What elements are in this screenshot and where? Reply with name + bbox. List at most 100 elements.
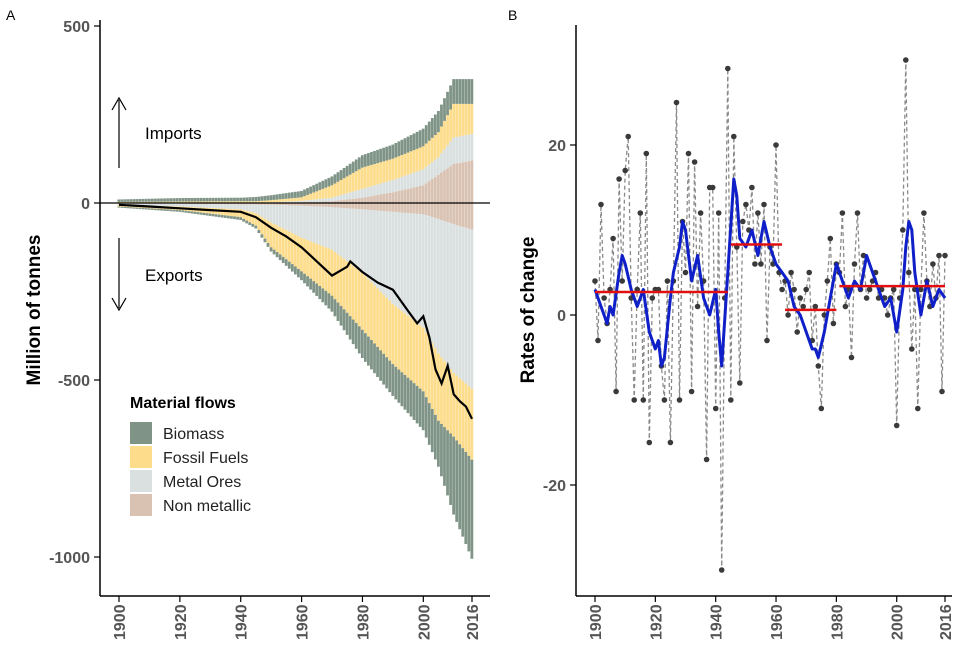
- export-bar-fossil-fuels: [230, 208, 233, 217]
- export-bar-metal-ores: [287, 205, 291, 232]
- import-bar-biomass: [312, 185, 316, 193]
- export-bar-biomass: [351, 319, 355, 345]
- export-bar-biomass: [132, 207, 136, 209]
- export-bar-metal-ores: [135, 203, 139, 206]
- import-bar-biomass: [254, 196, 258, 202]
- import-bar-fossil-fuels: [287, 198, 291, 202]
- export-bar-non-metallic: [461, 203, 465, 227]
- import-bar-fossil-fuels: [315, 191, 319, 200]
- export-bar-fossil-fuels: [443, 361, 446, 428]
- export-bar-non-metallic: [379, 203, 382, 211]
- export-bar-non-metallic: [409, 203, 413, 214]
- data-point: [715, 210, 722, 216]
- import-bar-biomass: [424, 125, 428, 144]
- export-bar-biomass: [217, 214, 221, 218]
- import-bar-fossil-fuels: [184, 201, 188, 203]
- import-bar-fossil-fuels: [242, 201, 246, 203]
- x-tick-label: 1900: [588, 604, 605, 640]
- data-point: [601, 295, 607, 301]
- export-bar-fossil-fuels: [418, 325, 422, 389]
- export-bar-metal-ores: [144, 203, 148, 206]
- import-bar-biomass: [233, 197, 236, 202]
- export-bar-fossil-fuels: [370, 282, 373, 341]
- export-bar-non-metallic: [345, 203, 349, 209]
- export-bar-non-metallic: [257, 203, 261, 205]
- import-bar-fossil-fuels: [467, 103, 471, 135]
- data-point: [649, 295, 656, 301]
- import-bar-non-metallic: [388, 192, 392, 203]
- import-bar-non-metallic: [443, 170, 446, 203]
- import-bar-fossil-fuels: [199, 201, 203, 203]
- import-bar-metal-ores: [415, 171, 419, 187]
- import-bar-non-metallic: [318, 201, 322, 203]
- export-bar-non-metallic: [427, 203, 431, 217]
- y-tick-label: 0: [557, 308, 566, 325]
- import-bar-biomass: [303, 189, 306, 197]
- export-bar-metal-ores: [382, 211, 386, 295]
- import-bar-metal-ores: [324, 198, 328, 202]
- import-bar-fossil-fuels: [245, 201, 249, 203]
- export-bar-non-metallic: [415, 203, 419, 214]
- export-bar-biomass: [418, 388, 422, 427]
- export-bar-metal-ores: [318, 206, 322, 245]
- import-bar-biomass: [348, 163, 352, 175]
- export-bar-biomass: [409, 380, 413, 417]
- import-bar-biomass: [269, 195, 273, 201]
- export-bar-biomass: [233, 216, 236, 220]
- export-bar-metal-ores: [440, 219, 443, 358]
- import-bar-non-metallic: [391, 192, 395, 203]
- import-bar-biomass: [351, 161, 355, 173]
- export-bar-fossil-fuels: [360, 273, 364, 330]
- x-tick-label: 1920: [173, 604, 190, 640]
- export-bar-fossil-fuels: [260, 216, 264, 235]
- export-bar-non-metallic: [412, 203, 416, 214]
- export-bar-metal-ores: [220, 204, 224, 209]
- export-bar-biomass: [424, 397, 428, 438]
- data-point: [743, 201, 749, 208]
- import-bar-fossil-fuels: [160, 201, 163, 203]
- import-bar-biomass: [251, 197, 255, 202]
- export-bar-non-metallic: [321, 203, 325, 207]
- panel-b-y-ticks: 20 0 -20: [543, 138, 576, 495]
- import-bar-metal-ores: [293, 201, 297, 203]
- export-bar-metal-ores: [275, 204, 279, 226]
- data-point: [815, 363, 822, 369]
- import-bar-biomass: [275, 194, 279, 200]
- export-bar-biomass: [169, 209, 172, 212]
- import-bar-fossil-fuels: [470, 103, 474, 134]
- import-bar-fossil-fuels: [239, 201, 242, 203]
- import-bar-biomass: [458, 79, 462, 104]
- import-bar-biomass: [470, 79, 474, 104]
- import-bar-metal-ores: [278, 201, 282, 203]
- data-point: [930, 261, 936, 267]
- import-bar-fossil-fuels: [175, 201, 179, 203]
- import-bar-fossil-fuels: [144, 201, 148, 203]
- export-bar-metal-ores: [117, 203, 121, 205]
- export-bar-biomass: [455, 440, 459, 522]
- export-bar-biomass: [339, 305, 343, 326]
- export-bar-fossil-fuels: [437, 353, 440, 421]
- export-bar-non-metallic: [373, 203, 376, 211]
- import-bar-non-metallic: [412, 187, 416, 203]
- export-bar-non-metallic: [440, 203, 443, 220]
- export-bar-biomass: [193, 211, 197, 214]
- import-bar-fossil-fuels: [421, 146, 425, 170]
- import-bar-fossil-fuels: [224, 201, 227, 203]
- export-bar-non-metallic: [269, 203, 273, 205]
- import-bar-fossil-fuels: [257, 201, 261, 203]
- export-bar-metal-ores: [446, 222, 449, 366]
- import-bar-metal-ores: [412, 172, 416, 188]
- import-bar-metal-ores: [461, 135, 465, 163]
- import-bar-fossil-fuels: [461, 103, 465, 136]
- data-point: [613, 388, 619, 395]
- import-bar-non-metallic: [440, 172, 443, 203]
- export-bar-non-metallic: [290, 203, 294, 206]
- export-bar-non-metallic: [357, 203, 361, 210]
- export-bar-metal-ores: [342, 208, 346, 260]
- export-bar-metal-ores: [224, 204, 227, 209]
- import-bar-biomass: [150, 198, 154, 202]
- import-bar-fossil-fuels: [318, 190, 322, 199]
- data-point: [866, 286, 873, 293]
- export-bar-fossil-fuels: [351, 266, 355, 320]
- import-bar-metal-ores: [400, 176, 404, 191]
